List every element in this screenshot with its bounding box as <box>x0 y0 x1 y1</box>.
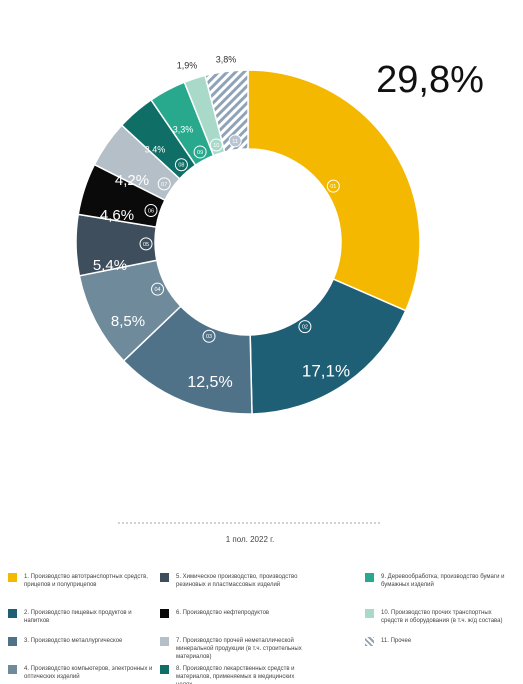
legend-swatch <box>365 609 374 618</box>
segment-code: 11 <box>232 139 238 145</box>
donut-segment <box>204 69 249 153</box>
value-label: 4,6% <box>100 207 134 224</box>
legend-item: 8. Производство лекарственных средств и … <box>160 665 305 684</box>
value-label: 5,4% <box>93 257 127 274</box>
legend-label: 2. Производство пищевых продуктов и напи… <box>24 610 132 624</box>
legend-label: 11. Прочее <box>381 638 412 644</box>
value-label: 3,4% <box>145 144 166 154</box>
legend-label: 3. Производство металлургическое <box>24 638 123 644</box>
code-badge <box>326 179 340 193</box>
legend-swatch <box>160 609 169 618</box>
segment-code: 01 <box>330 184 336 190</box>
value-label: 12,5% <box>187 374 232 391</box>
value-label: 8,5% <box>111 313 145 330</box>
segment-code: 02 <box>302 325 308 331</box>
legend-swatch <box>160 573 169 582</box>
legend-label: 5. Химическое производство, производство… <box>176 574 298 588</box>
chart: 1 пол. 2022 г. 01 29,8% 02 17,1% 03 12,5% 04 8,… <box>75 54 484 544</box>
legend-swatch <box>365 573 374 582</box>
value-label: 29,8% <box>376 59 484 101</box>
legend-swatch <box>8 609 17 618</box>
legend-item: 4. Производство компьютеров, электронных… <box>8 665 153 681</box>
legend-label: 7. Производство прочей неметаллической м… <box>176 638 302 660</box>
legend: 1. Производство автотранспортных средств… <box>0 565 523 684</box>
segment-code: 05 <box>143 242 149 248</box>
legend-item: 2. Производство пищевых продуктов и напи… <box>8 609 153 625</box>
legend-item: 1. Производство автотранспортных средств… <box>8 573 153 589</box>
legend-swatch <box>8 665 17 674</box>
value-label: 17,1% <box>302 361 350 380</box>
legend-item: 10. Производство прочих транспортных сре… <box>365 609 515 625</box>
legend-swatch <box>8 573 17 582</box>
legend-swatch <box>160 637 169 646</box>
code-badge <box>228 134 242 148</box>
legend-swatch <box>160 665 169 674</box>
code-badge <box>139 237 153 251</box>
legend-swatch <box>8 637 17 646</box>
segment-code: 07 <box>161 182 167 188</box>
segment-code: 04 <box>154 287 160 293</box>
code-badge <box>298 320 312 334</box>
value-label: 3,3% <box>173 124 194 134</box>
code-badge <box>202 329 216 343</box>
legend-item: 9. Деревообработка, производство бумаги … <box>365 573 515 589</box>
legend-swatch <box>365 637 374 646</box>
legend-label: 1. Производство автотранспортных средств… <box>24 574 148 588</box>
segment-code: 09 <box>197 150 203 156</box>
legend-item: 11. Прочее <box>365 637 515 646</box>
code-badge <box>151 282 165 296</box>
code-badge <box>174 158 188 172</box>
legend-item: 3. Производство металлургическое <box>8 637 153 646</box>
legend-item: 5. Химическое производство, производство… <box>160 573 305 589</box>
value-label: 3,8% <box>216 54 237 64</box>
segment-code: 10 <box>213 143 219 149</box>
code-badge <box>193 145 207 159</box>
segment-code: 08 <box>178 163 184 169</box>
legend-label: 9. Деревообработка, производство бумаги … <box>381 574 505 588</box>
legend-label: 8. Производство лекарственных средств и … <box>176 666 295 684</box>
legend-item: 7. Производство прочей неметаллической м… <box>160 637 305 661</box>
legend-label: 10. Производство прочих транспортных сре… <box>381 610 503 624</box>
caption: 1 пол. 2022 г. <box>226 535 275 544</box>
legend-label: 6. Производство нефтепродуктов <box>176 610 270 616</box>
legend-label: 4. Производство компьютеров, электронных… <box>24 666 153 680</box>
code-badge <box>144 203 158 217</box>
code-badge <box>157 177 171 191</box>
value-label: 1,9% <box>177 60 198 70</box>
value-label: 4,2% <box>115 172 149 189</box>
legend-item: 6. Производство нефтепродуктов <box>160 609 305 618</box>
segment-code: 03 <box>206 334 212 340</box>
segment-code: 06 <box>148 208 154 214</box>
